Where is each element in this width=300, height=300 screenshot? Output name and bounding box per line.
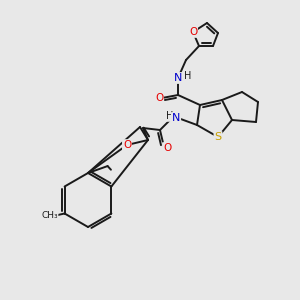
Text: H: H [184,71,192,81]
Text: O: O [163,143,171,153]
Text: N: N [172,113,180,123]
Text: O: O [123,140,131,150]
Text: S: S [214,132,222,142]
Text: N: N [174,73,182,83]
Text: CH₃: CH₃ [41,211,58,220]
Text: O: O [189,27,197,37]
Text: H: H [166,111,174,121]
Text: O: O [155,93,163,103]
